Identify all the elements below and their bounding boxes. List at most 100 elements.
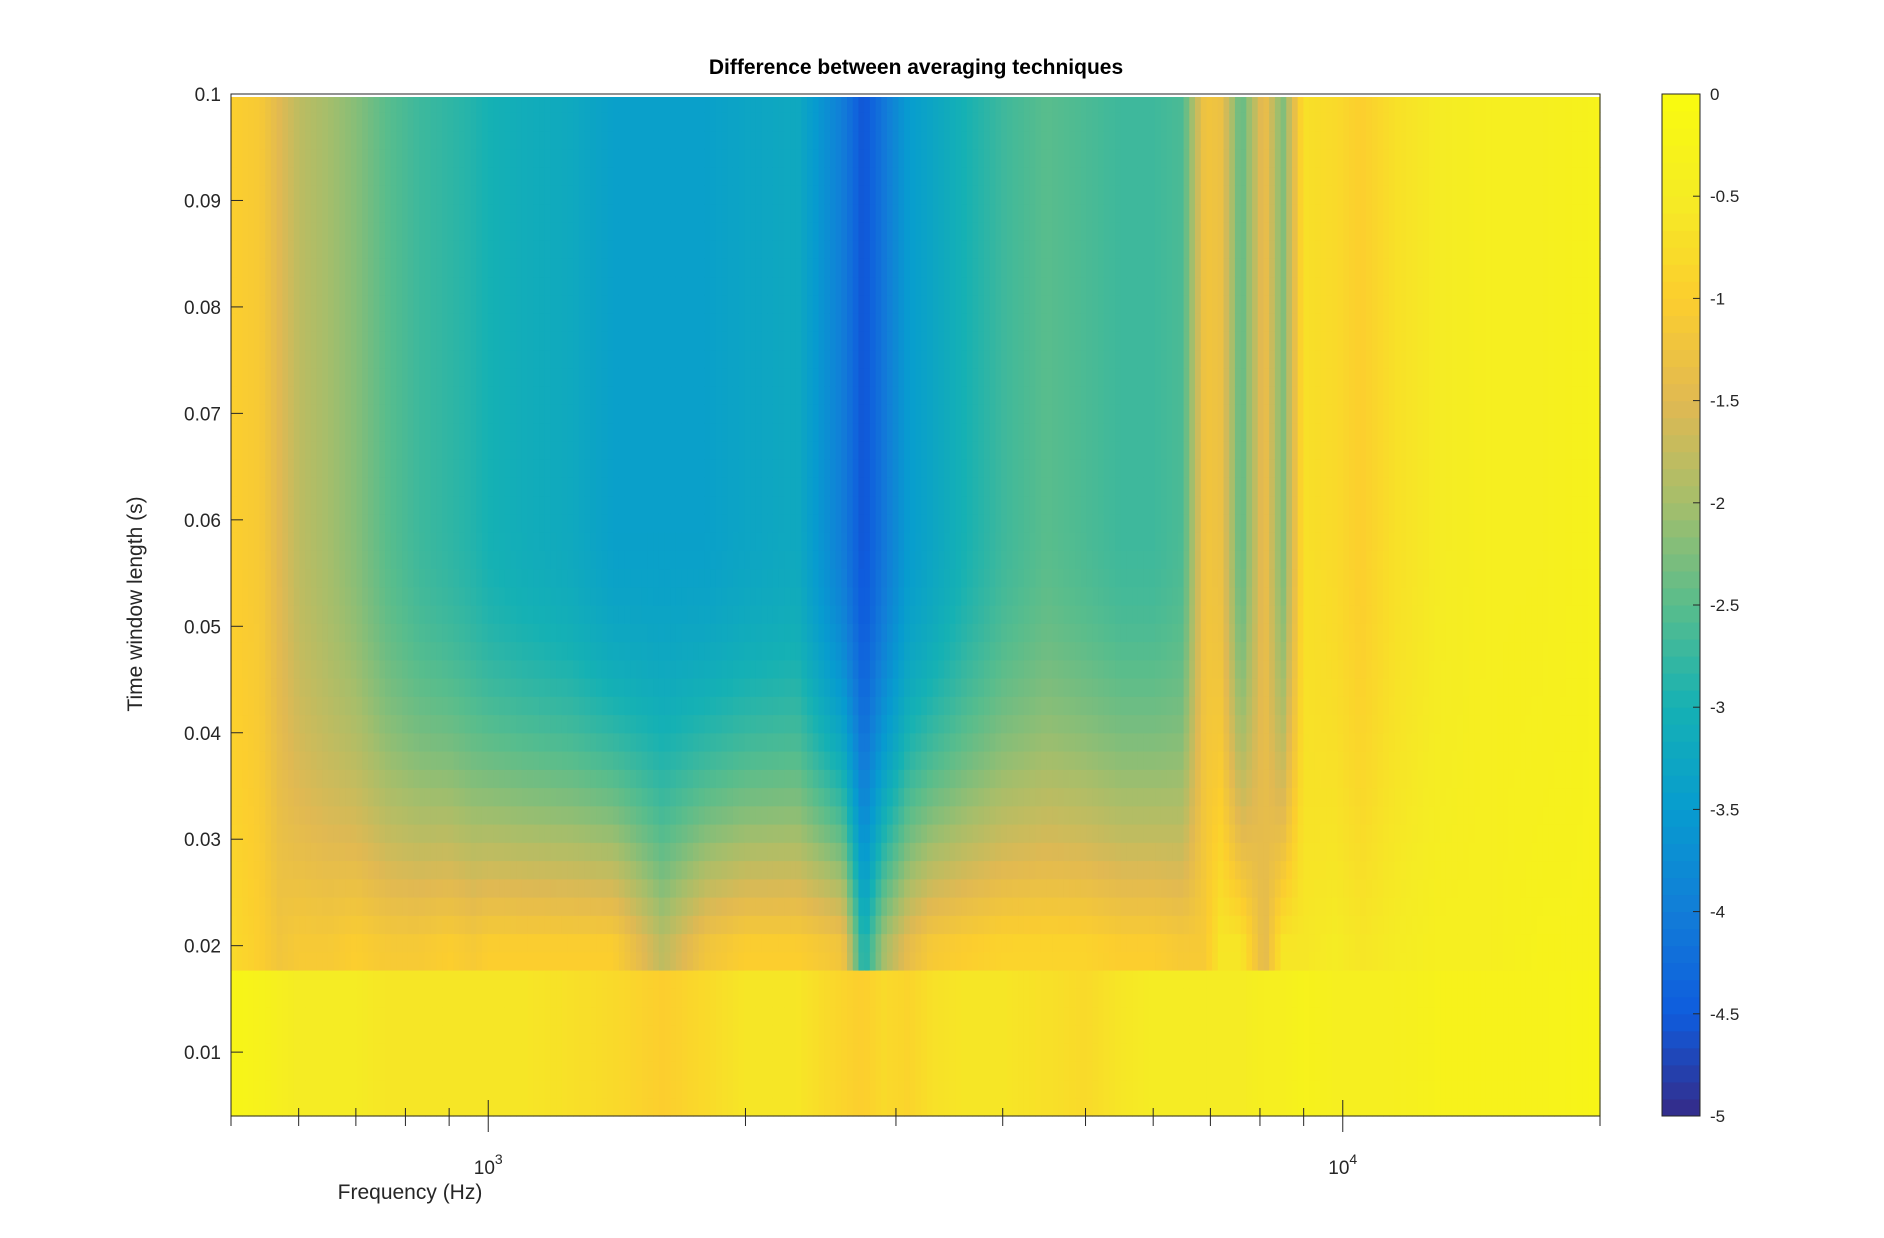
heatmap-cell xyxy=(419,1097,426,1117)
heatmap-cell xyxy=(675,933,683,953)
heatmap-cell xyxy=(459,331,466,351)
heatmap-cell xyxy=(293,1097,301,1117)
heatmap-cell xyxy=(687,258,694,278)
heatmap-cell xyxy=(613,404,620,424)
heatmap-cell xyxy=(305,1061,312,1081)
heatmap-cell xyxy=(590,805,597,825)
heatmap-cell xyxy=(664,94,671,113)
heatmap-cell xyxy=(504,824,512,843)
heatmap-cell xyxy=(305,678,312,697)
heatmap-cell xyxy=(299,404,306,424)
heatmap-cell xyxy=(601,1006,609,1026)
heatmap-cell xyxy=(658,148,666,168)
heatmap-cell xyxy=(584,276,591,296)
heatmap-cell xyxy=(367,933,375,953)
heatmap-cell xyxy=(493,459,500,478)
heatmap-cell xyxy=(464,532,472,551)
heatmap-cell xyxy=(607,1043,614,1062)
heatmap-cell xyxy=(316,769,323,789)
heatmap-cell xyxy=(584,842,591,862)
heatmap-cell xyxy=(493,1006,500,1026)
heatmap-cell xyxy=(601,1097,609,1117)
heatmap-cell xyxy=(476,641,483,661)
heatmap-cell xyxy=(367,294,375,314)
heatmap-cell xyxy=(327,951,335,971)
heatmap-cell xyxy=(681,221,688,241)
heatmap-cell xyxy=(367,459,375,478)
heatmap-cell xyxy=(385,696,392,716)
heatmap-cell xyxy=(653,185,660,205)
heatmap-cell xyxy=(550,94,557,113)
heatmap-cell xyxy=(436,1006,443,1026)
heatmap-cell xyxy=(504,586,512,606)
heatmap-cell xyxy=(653,495,660,515)
heatmap-cell xyxy=(675,951,683,971)
heatmap-cell xyxy=(265,532,272,551)
heatmap-cell xyxy=(470,386,477,405)
heatmap-cell xyxy=(464,221,472,241)
heatmap-cell xyxy=(293,586,301,606)
heatmap-cell xyxy=(459,988,466,1008)
heatmap-cell xyxy=(670,897,677,916)
heatmap-cell xyxy=(259,641,266,661)
heatmap-cell xyxy=(521,349,529,369)
heatmap-cell xyxy=(493,112,500,132)
heatmap-cell xyxy=(276,623,283,643)
heatmap-cell xyxy=(305,933,312,953)
heatmap-cell xyxy=(350,970,358,989)
heatmap-cell xyxy=(584,240,591,259)
heatmap-cell xyxy=(447,915,455,935)
heatmap-cell xyxy=(356,714,363,734)
heatmap-cell xyxy=(527,550,534,570)
heatmap-cell xyxy=(476,1043,483,1062)
heatmap-cell xyxy=(727,94,734,113)
heatmap-cell xyxy=(550,751,557,770)
heatmap-cell xyxy=(510,258,517,278)
heatmap-cell xyxy=(305,513,312,533)
heatmap-cell xyxy=(590,951,597,971)
heatmap-cell xyxy=(350,659,358,679)
heatmap-cell xyxy=(356,824,363,843)
heatmap-cell xyxy=(561,294,569,314)
heatmap-cell xyxy=(664,897,671,916)
heatmap-cell xyxy=(288,623,295,643)
heatmap-cell xyxy=(658,824,666,843)
heatmap-cell xyxy=(578,331,586,351)
heatmap-cell xyxy=(721,732,728,752)
heatmap-cell xyxy=(510,148,517,168)
heatmap-cell xyxy=(613,988,620,1008)
heatmap-cell xyxy=(607,167,614,186)
heatmap-cell xyxy=(373,495,380,515)
heatmap-cell xyxy=(687,1079,694,1099)
heatmap-cell xyxy=(316,933,323,953)
heatmap-cell xyxy=(299,933,306,953)
heatmap-cell xyxy=(481,951,489,971)
heatmap-cell xyxy=(533,367,540,387)
heatmap-cell xyxy=(487,842,494,862)
heatmap-cell xyxy=(693,732,700,752)
heatmap-cell xyxy=(316,568,323,588)
heatmap-cell xyxy=(345,787,352,807)
heatmap-cell xyxy=(362,203,369,223)
heatmap-cell xyxy=(442,203,449,223)
heatmap-cell xyxy=(481,641,489,661)
heatmap-cell xyxy=(687,696,694,716)
heatmap-cell xyxy=(265,769,272,789)
heatmap-cell xyxy=(333,897,340,916)
heatmap-cell xyxy=(282,440,289,460)
heatmap-cell xyxy=(710,148,717,168)
heatmap-cell xyxy=(647,842,654,862)
heatmap-cell xyxy=(270,367,278,387)
heatmap-cell xyxy=(316,404,323,424)
heatmap-cell xyxy=(544,623,552,643)
heatmap-cell xyxy=(476,221,483,241)
heatmap-cell xyxy=(618,842,626,862)
heatmap-cell xyxy=(453,1079,460,1099)
heatmap-cell xyxy=(698,623,706,643)
heatmap-cell xyxy=(704,221,711,241)
heatmap-cell xyxy=(693,897,700,916)
heatmap-cell xyxy=(732,805,740,825)
heatmap-cell xyxy=(327,878,335,898)
heatmap-cell xyxy=(253,1061,261,1081)
heatmap-cell xyxy=(305,824,312,843)
